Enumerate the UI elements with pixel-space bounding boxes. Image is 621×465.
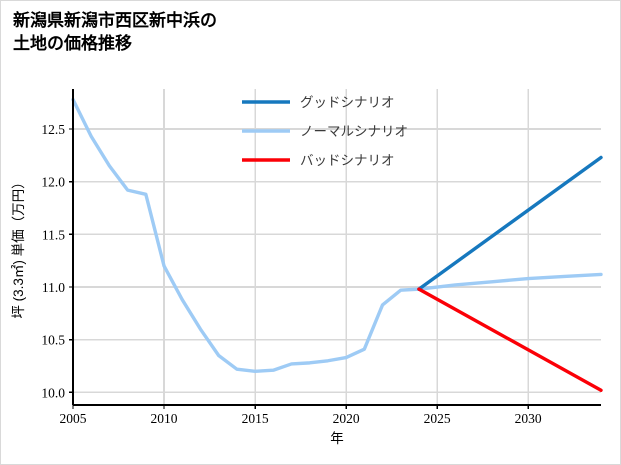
y-tick-label: 10.0 [41,385,65,400]
axis-spines [71,89,601,407]
x-tick-label: 2025 [424,411,451,426]
y-tick-label: 12.0 [41,175,65,190]
series-line-バッドシナリオ [417,287,603,392]
x-axis-title: 年 [330,431,344,446]
y-tick-label: 11.0 [42,280,65,295]
y-axis-ticks: 10.0 10.5 11.0 11.5 12.0 12.5 [41,122,73,400]
y-axis-title: 坪 (3.3㎡) 単価（万円） [11,175,26,318]
x-tick-label: 2010 [151,411,178,426]
series-line-グッドシナリオ [417,155,603,291]
legend-label-グッドシナリオ: グッドシナリオ [300,95,395,110]
x-tick-label: 2030 [515,411,542,426]
legend-label-バッドシナリオ: バッドシナリオ [300,153,395,168]
page-title: 新潟県新潟市西区新中浜の 土地の価格推移 [13,11,217,54]
x-axis-ticks: 2005 2010 2015 2020 2025 2030 [60,405,542,426]
y-tick-label: 10.5 [41,333,65,348]
series-line-ノーマルシナリオ [71,97,603,373]
legend-label-ノーマルシナリオ: ノーマルシナリオ [300,124,408,139]
x-tick-label: 2005 [60,411,87,426]
y-tick-label: 11.5 [42,227,65,242]
series-group [71,97,603,392]
y-tick-label: 12.5 [41,122,65,137]
x-tick-label: 2020 [333,411,360,426]
x-tick-label: 2015 [242,411,269,426]
